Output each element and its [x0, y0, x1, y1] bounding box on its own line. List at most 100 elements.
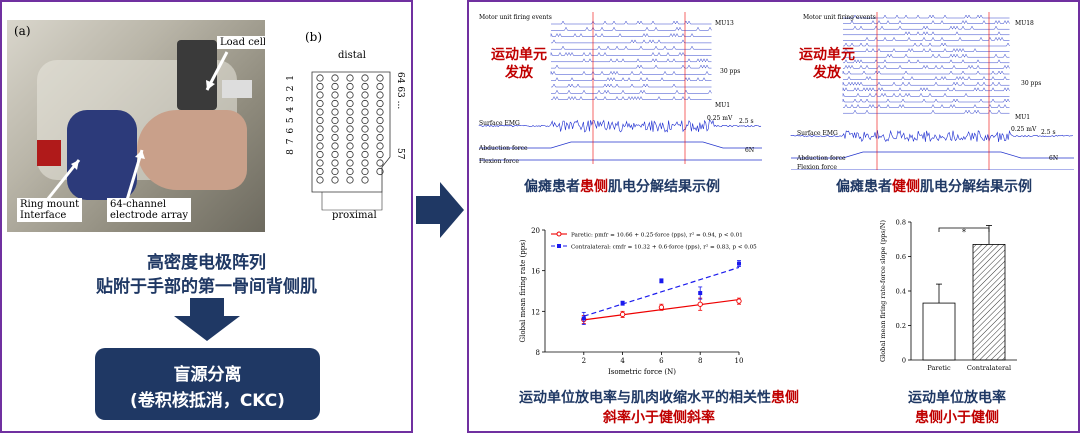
electrode-dot: [331, 125, 339, 133]
x-axis-label: Isometric force (N): [608, 368, 676, 376]
contra-emg-abduction: Abduction force: [797, 155, 846, 162]
load-cell-label: Load cell: [217, 36, 265, 49]
electrode-dot: [361, 133, 369, 142]
electrode-dot: [361, 159, 369, 167]
bss-line1: 盲源分离: [173, 365, 242, 385]
legend-label: Contralateral: cmfr = 10.32 + 0.6·force …: [571, 244, 757, 251]
contra-emg-header: Motor unit firing events: [803, 14, 876, 21]
data-point: [737, 261, 741, 266]
slope-bar-chart: 0 0.2 0.4 0.6 0.8 Global mean firing rate-for…: [879, 219, 1017, 372]
electrode-dot: [346, 125, 354, 133]
contra-caption-post: 肌电分解结果示例: [920, 179, 1032, 195]
y-tick-label: 12: [531, 308, 540, 316]
electrode-dot: [316, 159, 324, 167]
electrode-dot: [346, 116, 354, 125]
electrode-dot: [346, 99, 354, 108]
firing-train: [843, 64, 1010, 69]
electrode-dot: [316, 176, 324, 184]
electrode-dot: [331, 150, 339, 159]
electrode-dot: [346, 150, 354, 159]
paretic-emg-abduction: Abduction force: [479, 145, 528, 152]
abduction-force-trace: [479, 141, 762, 149]
electrode-dot: [361, 150, 369, 159]
contra-emg-surface: Surface EMG: [797, 130, 838, 137]
electrode-dot: [316, 150, 324, 159]
slope-caption-line1: 运动单位放电率: [908, 390, 1006, 406]
bss-box: 盲源分离 (卷积核抵消，CKC): [95, 348, 320, 420]
electrode-dot: [361, 167, 369, 176]
electrode-dot: [376, 159, 384, 167]
firing-train: [842, 87, 1010, 92]
electrode-dot: [331, 176, 339, 184]
electrode-dot: [316, 125, 324, 133]
legend-marker: [556, 231, 562, 237]
grid-label-b: (b): [305, 30, 323, 44]
x-tick-label: Contralateral: [967, 364, 1011, 372]
firing-train: [551, 64, 712, 69]
contra-caption-red: 健侧: [892, 179, 920, 195]
firing-train: [551, 20, 712, 25]
firing-train: [843, 76, 1010, 81]
slope-caption-line2: 患侧小于健侧: [915, 410, 999, 426]
electrode-dot: [361, 142, 369, 150]
y-tick-label: 0.2: [896, 322, 906, 330]
paretic-emg-sec: 2.5 s: [739, 118, 754, 125]
electrode-dot: [361, 125, 369, 133]
contra-emg-flexion: Flexion force: [797, 164, 837, 171]
electrode-dot: [376, 167, 384, 176]
electrode-dot: [316, 82, 324, 91]
electrode-dot: [331, 133, 339, 142]
firing-train: [551, 89, 712, 94]
abduction-force-trace: [791, 151, 1074, 159]
array-caption-line2: 贴附于手部的第一骨间背侧肌: [96, 277, 317, 297]
firing-train: [551, 45, 712, 50]
electrode-dot: [346, 74, 354, 82]
array-caption-line1: 高密度电极阵列: [147, 253, 266, 273]
firing-train: [550, 51, 712, 57]
firing-train: [843, 109, 1010, 114]
paretic-emg-header: Motor unit firing events: [479, 14, 552, 21]
electrode-dot: [376, 99, 384, 108]
data-point: [659, 278, 664, 283]
down-arrow: [174, 298, 240, 341]
electrode-dot: [316, 133, 324, 142]
electrode-dot: [316, 142, 324, 150]
paretic-emg-force: 6N: [745, 147, 755, 154]
electrode-dot: [376, 133, 384, 142]
y-axis-label: Global mean firing rate (pps): [519, 239, 527, 342]
firing-train: [843, 31, 1010, 36]
electrode-dot: [346, 176, 354, 184]
paretic-caption-red: 患侧: [580, 179, 608, 195]
electrode-dot: [316, 108, 324, 116]
hand-photo: (a) Load cell Ring mount Interface 64-ch…: [7, 20, 265, 232]
electrode-dot: [376, 125, 384, 133]
firing-train: [551, 77, 712, 82]
right-arrow: [416, 182, 464, 238]
electrode-dot: [361, 99, 369, 108]
firing-train: [550, 33, 712, 38]
electrode-dot: [376, 91, 384, 99]
data-point: [619, 311, 626, 318]
corr-caption-pre: 运动单位放电率与肌肉收缩水平的相关性: [519, 390, 771, 406]
electrode-dot: [346, 133, 354, 142]
electrode-dot: [361, 176, 369, 184]
significance-bracket: [938, 227, 990, 232]
y-tick-label: 16: [531, 268, 540, 276]
electrode-dot: [346, 108, 354, 116]
data-point: [581, 316, 586, 321]
electrode-dot: [361, 108, 369, 116]
y-tick-label: 20: [531, 227, 540, 235]
firing-train: [843, 20, 1010, 25]
paretic-emg-mv: 0.25 mV: [707, 115, 733, 122]
electrode-dot: [346, 91, 354, 99]
electrode-dot: [346, 82, 354, 91]
electrode-dot: [361, 82, 369, 91]
paretic-emg-surface: Surface EMG: [479, 120, 520, 127]
electrode-dot: [331, 82, 339, 91]
contra-caption-pre: 偏瘫患者: [836, 179, 892, 195]
x-tick-label: Paretic: [927, 364, 951, 372]
legend-marker: [557, 244, 561, 248]
grid-distal-label: distal: [338, 50, 366, 61]
firing-train: [842, 98, 1010, 103]
contra-emg-mv: 0.25 mV: [1011, 126, 1037, 133]
